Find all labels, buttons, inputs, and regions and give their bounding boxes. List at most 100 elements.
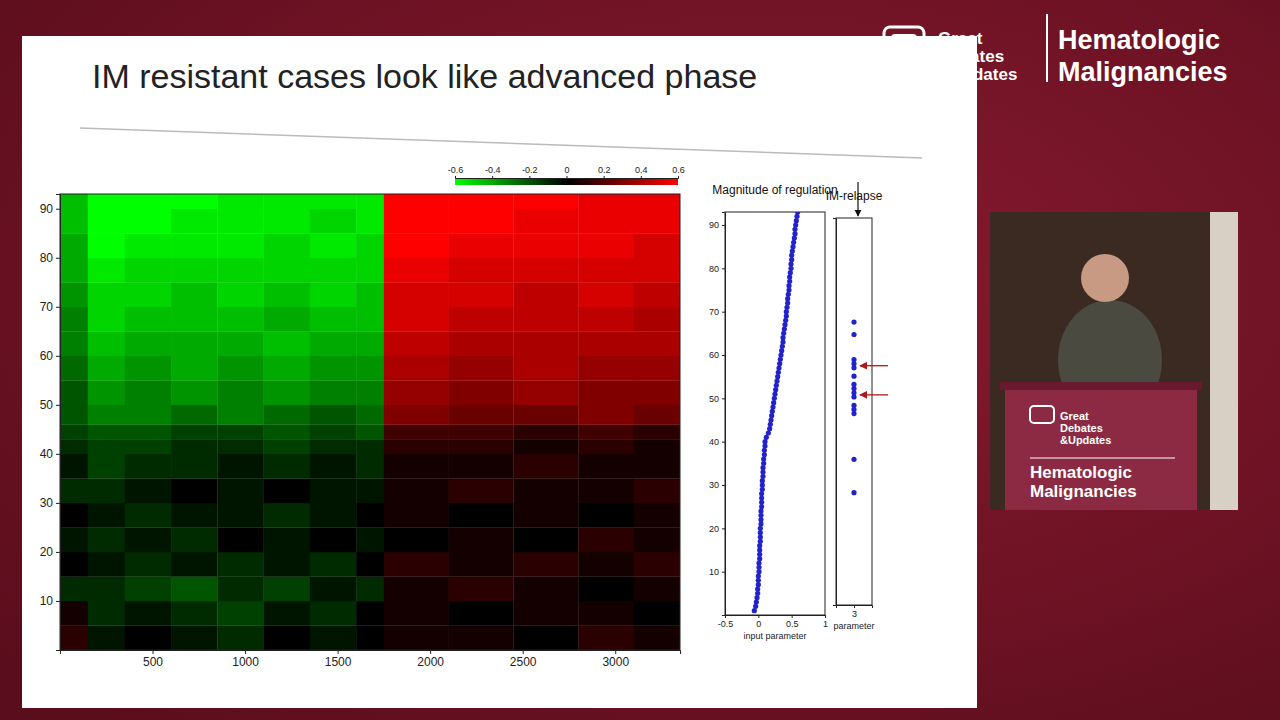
podium-icon [1030,406,1054,423]
point [784,305,789,310]
heatmap-cell [356,194,384,209]
axis-line [833,219,837,606]
heatmap-cell [384,258,449,283]
heatmap-cell [356,625,384,650]
tick-mark [56,405,60,406]
heatmap-cell [578,405,634,425]
heatmap-cell [60,405,88,425]
tick: 30 [709,480,725,490]
tick-mark [722,485,725,486]
heatmap-cell [217,424,264,439]
heatmap-cell [60,503,88,528]
point [773,387,778,392]
heatmap-cell [264,258,311,283]
heatmap-cell [310,405,357,425]
point [851,357,856,362]
heatmap-cell [384,424,449,439]
tick-mark [722,528,725,529]
tick: -0.4 [485,165,501,178]
tick-label: 90 [709,220,719,230]
tick-mark [56,209,60,210]
point [851,490,856,495]
heatmap-cell [125,552,172,577]
point [779,348,784,353]
point [851,374,856,379]
heatmap-cell [513,424,578,439]
heatmap-cell [384,478,449,503]
heatmap-cell [384,601,449,626]
point [778,352,783,357]
heatmap-cell [88,282,125,307]
tick-label: 0.6 [672,165,685,175]
point [783,318,788,323]
heatmap-cell [449,331,514,356]
logo-divider [1046,14,1048,82]
tick-mark [56,552,60,553]
heatmap-cell [384,331,449,356]
heatmap-cell [171,405,218,425]
tick: 90 [709,220,725,230]
heatmap-cell [60,527,88,552]
heatmap-cell [60,307,88,332]
heatmap-cell [634,307,680,332]
heatmap-cell [310,307,357,332]
tick-mark [722,398,725,399]
tick: 0.5 [786,615,799,629]
heatmap-cell [310,233,357,258]
tick-label: 1500 [325,655,352,669]
axis-line [56,195,61,651]
logo-icon [884,27,924,55]
speaker-video: GreatDebates&UpdatesHematologicMalignanc… [990,212,1238,510]
heatmap-cell [513,503,578,528]
heatmap-cell [217,331,264,356]
heatmap-cell [449,233,514,258]
point [851,457,856,462]
heatmap-cell [356,439,384,454]
heatmap-cell [634,258,680,283]
heatmap-cell [264,380,311,405]
background [0,0,1280,720]
heatmap-cell [449,282,514,307]
heatmap-cell [88,439,125,454]
axis: -0.500.51 [718,615,828,629]
tick: 70 [709,307,725,317]
axis-line [722,213,726,616]
heatmap-cell [88,478,125,503]
heatmap-cell [125,439,172,454]
heatmap-cell [449,258,514,283]
heatmap-cell [578,307,634,332]
heatmap-cell [634,576,680,601]
tick: 60 [709,350,725,360]
heatmap-cell [449,356,514,381]
heatmap-cell [384,405,449,425]
heatmap-cell [356,405,384,425]
tick-label: 70 [709,307,719,317]
point [759,491,764,496]
tick: 2000 [417,650,444,669]
heatmap-cell [264,552,311,577]
tick: 90 [40,202,60,216]
heatmap-cell [578,439,634,454]
tick: 1 [823,615,828,629]
heatmap-cell [264,331,311,356]
point [851,382,856,387]
heatmap-cell [264,576,311,601]
point [789,253,794,258]
heatmap-cell [578,258,634,283]
tick-mark [56,307,60,308]
heatmap-cell [88,527,125,552]
heatmap-cell [171,527,218,552]
heatmap-cell [171,454,218,479]
tick-label: 10 [709,567,719,577]
heatmap-cells [60,194,680,650]
tick: 20 [40,545,60,559]
heatmap-cell [513,439,578,454]
tick-label: 80 [709,264,719,274]
tick-label: 30 [709,480,719,490]
tick-mark [455,176,456,178]
point [781,331,786,336]
heatmap-cell [449,405,514,425]
heatmap-cell [356,552,384,577]
heatmap-cell [634,282,680,307]
tick-mark [722,355,725,356]
